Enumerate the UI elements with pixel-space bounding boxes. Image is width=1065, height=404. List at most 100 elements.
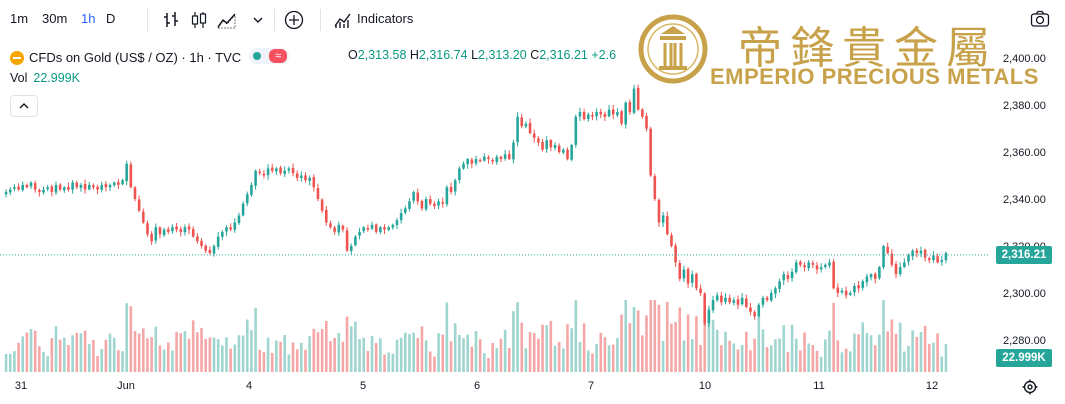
volume-value: 22.999K xyxy=(33,71,80,85)
time-axis-label: Jun xyxy=(117,380,135,392)
candle-body xyxy=(516,116,519,143)
collapse-legend-button[interactable] xyxy=(10,95,38,117)
candle-body xyxy=(329,223,332,228)
candle-body xyxy=(254,170,257,186)
volume-bar xyxy=(840,352,844,372)
candle-body xyxy=(570,144,573,160)
candle-body xyxy=(75,182,79,188)
volume-bar xyxy=(549,320,553,372)
volume-bar xyxy=(720,345,723,372)
volume-bar xyxy=(295,349,299,372)
volume-bar xyxy=(374,342,378,372)
volume-bar xyxy=(300,342,303,372)
indicators-icon[interactable] xyxy=(332,9,354,31)
candle-body xyxy=(653,176,657,199)
indicators-button[interactable]: Indicators xyxy=(357,11,414,26)
volume-bar xyxy=(865,332,869,372)
candle-body xyxy=(117,182,120,185)
candle-body xyxy=(603,113,607,117)
volume-bar xyxy=(225,337,228,372)
candle-body xyxy=(208,249,212,254)
interval-1m[interactable]: 1m xyxy=(10,11,29,26)
candles xyxy=(4,84,948,327)
candle-body xyxy=(83,184,87,190)
volume-bar xyxy=(499,338,503,372)
volume-bar xyxy=(524,348,528,372)
candle-body xyxy=(915,250,919,254)
volume-bar xyxy=(903,351,906,372)
volume-bar xyxy=(391,353,395,372)
camera-icon[interactable] xyxy=(1030,10,1050,28)
volume-bar xyxy=(911,330,914,372)
candle-body xyxy=(241,203,245,216)
candle-body xyxy=(162,229,166,236)
volume-bar xyxy=(690,339,694,372)
interval-d[interactable]: D xyxy=(106,11,116,26)
time-axis-label: 6 xyxy=(474,380,480,392)
volume-bar xyxy=(666,301,669,372)
volume-bar xyxy=(878,334,881,372)
candle-body xyxy=(433,203,436,207)
candle-body xyxy=(33,183,37,190)
volume-bar xyxy=(4,353,8,372)
candle-body xyxy=(894,264,898,275)
candle-body xyxy=(699,288,702,293)
close-label: C xyxy=(530,48,540,62)
volume-bar xyxy=(894,333,898,372)
volume-bar xyxy=(740,345,744,372)
volume-bar xyxy=(470,346,474,372)
settings-gear-icon[interactable] xyxy=(1021,378,1039,396)
candle-body xyxy=(221,231,224,237)
market-status-pill[interactable]: ≈ xyxy=(249,48,290,64)
volume-bar xyxy=(632,306,636,372)
volume-bar xyxy=(790,324,794,372)
volume-bar xyxy=(383,354,386,372)
interval-30m[interactable]: 30m xyxy=(42,11,68,26)
volume-bar xyxy=(329,341,332,372)
candle-body xyxy=(370,224,374,229)
candle-body xyxy=(270,167,274,171)
candle-body xyxy=(191,228,195,237)
time-axis-label: 7 xyxy=(588,380,594,392)
candle-body xyxy=(753,312,756,317)
area-chart-icon[interactable] xyxy=(216,9,238,31)
candle-body xyxy=(503,154,507,159)
candle-body xyxy=(574,116,578,145)
volume-bar xyxy=(283,335,286,372)
volume-bar xyxy=(129,306,133,372)
volume-bar xyxy=(803,332,806,372)
volume-bar xyxy=(216,339,220,372)
candle-body xyxy=(873,273,877,279)
volume-bar xyxy=(869,335,873,372)
candle-body xyxy=(458,168,461,181)
candle-body xyxy=(869,274,873,278)
symbol-title[interactable]: CFDs on Gold (US$ / OZ) · 1h · TVC xyxy=(29,50,242,65)
volume-bar xyxy=(503,329,507,372)
volume-bar xyxy=(786,351,790,372)
candle-body xyxy=(483,156,486,161)
open-label: O xyxy=(348,48,358,62)
volume-bar xyxy=(387,352,390,372)
candle-body xyxy=(840,290,844,293)
candle-body xyxy=(720,295,723,303)
volume-bar xyxy=(21,336,25,372)
volume-bar xyxy=(33,330,37,372)
volume-bar xyxy=(678,307,682,372)
volume-bar xyxy=(624,300,627,372)
approx-icon: ≈ xyxy=(269,49,288,63)
volume-bar xyxy=(266,337,270,372)
volume-bar xyxy=(408,334,411,372)
candle-body xyxy=(250,184,253,196)
volume-bar xyxy=(146,338,149,372)
bar-style-icon[interactable] xyxy=(160,9,182,31)
volume-bar xyxy=(362,337,366,372)
volume-bar xyxy=(811,344,815,372)
candle-body xyxy=(4,191,8,195)
candle-body xyxy=(183,227,187,233)
compare-add-icon[interactable] xyxy=(283,9,305,31)
interval-1h[interactable]: 1h xyxy=(81,11,96,26)
candles-icon[interactable] xyxy=(188,9,210,31)
chevron-down-icon[interactable] xyxy=(247,9,269,31)
candle-body xyxy=(13,187,16,189)
candle-body xyxy=(740,297,744,305)
